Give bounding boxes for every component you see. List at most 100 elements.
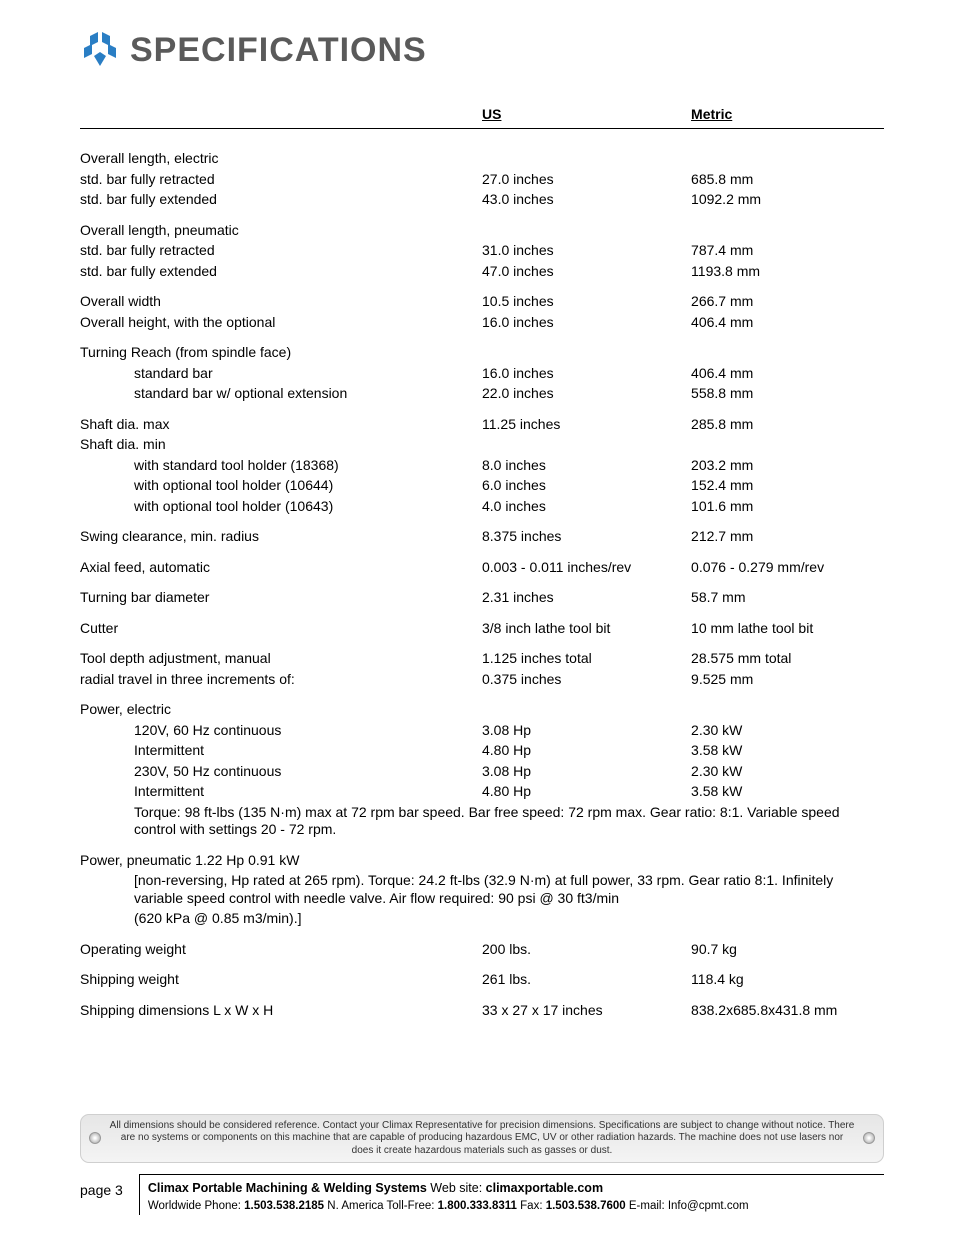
spec-label: Overall height, with the optional — [80, 312, 482, 333]
spec-us-value: 31.0 inches — [482, 241, 691, 262]
table-row: Operating weight200 lbs.90.7 kg — [80, 939, 884, 960]
spec-label: 230V, 50 Hz continuous — [80, 761, 482, 782]
spec-note: Power, pneumatic 1.22 Hp 0.91 kW — [80, 850, 884, 871]
footer-phone: 1.503.538.2185 — [244, 1200, 324, 1212]
table-row: standard bar w/ optional extension22.0 i… — [80, 384, 884, 405]
spec-us-value: 6.0 inches — [482, 476, 691, 497]
footer-web-label: Web site: — [427, 1181, 486, 1195]
spec-metric-value: 2.30 kW — [691, 761, 884, 782]
spec-us-value: 200 lbs. — [482, 939, 691, 960]
spec-metric-value: 118.4 kg — [691, 970, 884, 991]
table-row — [80, 404, 884, 414]
spec-label: Turning Reach (from spindle face) — [80, 343, 482, 364]
table-row — [80, 333, 884, 343]
spec-us-value: 4.80 Hp — [482, 782, 691, 803]
table-row — [80, 139, 884, 149]
page-number: page 3 — [80, 1174, 139, 1215]
page-title: SPECIFICATIONS — [130, 31, 427, 70]
table-row — [80, 210, 884, 220]
table-row — [80, 690, 884, 700]
spec-metric-value: 406.4 mm — [691, 363, 884, 384]
table-row: Shaft dia. min — [80, 435, 884, 456]
footer-email: E-mail: Info@cpmt.com — [626, 1200, 749, 1212]
table-row — [80, 547, 884, 557]
spec-label: Cutter — [80, 618, 482, 639]
spec-note: [non-reversing, Hp rated at 265 rpm). To… — [80, 871, 884, 909]
spec-metric-value: 9.525 mm — [691, 669, 884, 690]
spec-metric-value: 838.2x685.8x431.8 mm — [691, 1000, 884, 1021]
table-row: Overall height, with the optional16.0 in… — [80, 312, 884, 333]
spec-label: Shipping dimensions L x W x H — [80, 1000, 482, 1021]
spec-metric-value: 3.58 kW — [691, 741, 884, 762]
spec-label: std. bar fully extended — [80, 190, 482, 211]
col-header-label — [80, 100, 482, 129]
table-row — [80, 960, 884, 970]
table-row: Shaft dia. max11.25 inches285.8 mm — [80, 414, 884, 435]
table-row — [80, 282, 884, 292]
spec-metric-value: 558.8 mm — [691, 384, 884, 405]
table-row: Tool depth adjustment, manual1.125 inche… — [80, 649, 884, 670]
spec-label: Overall length, electric — [80, 149, 482, 170]
spec-metric-value — [691, 435, 884, 456]
table-row — [80, 840, 884, 850]
spec-note: Torque: 98 ft-lbs (135 N·m) max at 72 rp… — [80, 802, 884, 840]
table-row: 230V, 50 Hz continuous3.08 Hp2.30 kW — [80, 761, 884, 782]
spec-us-value: 3.08 Hp — [482, 720, 691, 741]
page-footer: page 3 Climax Portable Machining & Weldi… — [80, 1174, 884, 1215]
spec-metric-value: 203.2 mm — [691, 455, 884, 476]
table-row: 120V, 60 Hz continuous3.08 Hp2.30 kW — [80, 720, 884, 741]
spec-label: Power, electric — [80, 700, 482, 721]
table-row: [non-reversing, Hp rated at 265 rpm). To… — [80, 871, 884, 909]
footer-web: climaxportable.com — [486, 1181, 603, 1195]
spec-us-value: 11.25 inches — [482, 414, 691, 435]
spec-metric-value: 1092.2 mm — [691, 190, 884, 211]
table-row: with optional tool holder (10644)6.0 inc… — [80, 476, 884, 497]
table-row: std. bar fully extended43.0 inches1092.2… — [80, 190, 884, 211]
spec-label: Shipping weight — [80, 970, 482, 991]
spec-metric-value: 0.076 - 0.279 mm/rev — [691, 557, 884, 578]
spec-us-value — [482, 149, 691, 170]
table-row — [80, 129, 884, 139]
spec-us-value: 3.08 Hp — [482, 761, 691, 782]
footer-fax: 1.503.538.7600 — [546, 1200, 626, 1212]
table-row: std. bar fully retracted27.0 inches685.8… — [80, 169, 884, 190]
spec-label: with optional tool holder (10643) — [80, 496, 482, 517]
spec-metric-value: 2.30 kW — [691, 720, 884, 741]
spec-metric-value: 685.8 mm — [691, 169, 884, 190]
table-row: std. bar fully extended47.0 inches1193.8… — [80, 261, 884, 282]
footer-toll: 1.800.333.8311 — [438, 1200, 517, 1212]
table-row: Overall width10.5 inches266.7 mm — [80, 292, 884, 313]
table-row: (620 kPa @ 0.85 m3/min).] — [80, 909, 884, 930]
table-row: Power, electric — [80, 700, 884, 721]
footer-toll-label: N. America Toll-Free: — [324, 1200, 438, 1212]
spec-us-value: 8.375 inches — [482, 527, 691, 548]
footer-phone-label: Worldwide Phone: — [148, 1200, 244, 1212]
spec-label: Swing clearance, min. radius — [80, 527, 482, 548]
table-row: radial travel in three increments of:0.3… — [80, 669, 884, 690]
spec-metric-value: 212.7 mm — [691, 527, 884, 548]
spec-us-value: 2.31 inches — [482, 588, 691, 609]
spec-metric-value: 58.7 mm — [691, 588, 884, 609]
table-row: Overall length, pneumatic — [80, 220, 884, 241]
table-row: Shipping dimensions L x W x H33 x 27 x 1… — [80, 1000, 884, 1021]
spec-label: Tool depth adjustment, manual — [80, 649, 482, 670]
spec-label: Overall length, pneumatic — [80, 220, 482, 241]
disclaimer-text: All dimensions should be considered refe… — [110, 1120, 855, 1156]
table-row: Intermittent4.80 Hp3.58 kW — [80, 741, 884, 762]
spec-metric-value: 90.7 kg — [691, 939, 884, 960]
spec-us-value: 4.0 inches — [482, 496, 691, 517]
table-row: standard bar16.0 inches406.4 mm — [80, 363, 884, 384]
table-row — [80, 517, 884, 527]
spec-metric-value: 3.58 kW — [691, 782, 884, 803]
spec-metric-value — [691, 343, 884, 364]
col-header-us: US — [482, 100, 691, 129]
spec-label: std. bar fully retracted — [80, 241, 482, 262]
spec-label: Intermittent — [80, 741, 482, 762]
footer-fax-label: Fax: — [517, 1200, 546, 1212]
climax-logo-icon — [80, 30, 120, 70]
footer-company: Climax Portable Machining & Welding Syst… — [148, 1181, 427, 1195]
table-row: with optional tool holder (10643)4.0 inc… — [80, 496, 884, 517]
table-row: Shipping weight261 lbs.118.4 kg — [80, 970, 884, 991]
table-row — [80, 929, 884, 939]
spec-us-value: 16.0 inches — [482, 312, 691, 333]
